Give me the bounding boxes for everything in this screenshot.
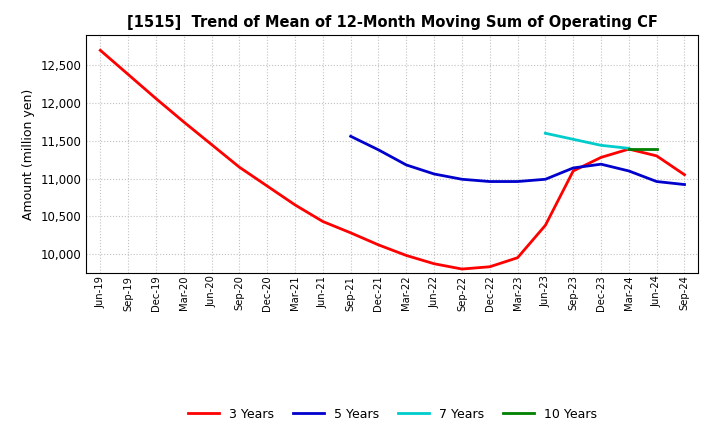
Line: 3 Years: 3 Years <box>100 50 685 269</box>
Line: 7 Years: 7 Years <box>546 133 629 148</box>
5 Years <box>346 134 355 139</box>
3 Years <box>597 155 606 160</box>
3 Years <box>124 72 132 77</box>
5 Years <box>430 171 438 176</box>
5 Years <box>458 176 467 182</box>
3 Years <box>569 169 577 174</box>
7 Years <box>541 131 550 136</box>
5 Years <box>374 147 383 153</box>
5 Years <box>485 179 494 184</box>
3 Years <box>485 264 494 269</box>
10 Years <box>652 147 661 152</box>
Legend: 3 Years, 5 Years, 7 Years, 10 Years: 3 Years, 5 Years, 7 Years, 10 Years <box>183 403 602 425</box>
3 Years <box>513 255 522 260</box>
7 Years <box>569 137 577 142</box>
3 Years <box>179 119 188 125</box>
3 Years <box>318 219 327 224</box>
5 Years <box>541 176 550 182</box>
5 Years <box>652 179 661 184</box>
Y-axis label: Amount (million yen): Amount (million yen) <box>22 88 35 220</box>
5 Years <box>624 169 633 174</box>
3 Years <box>96 48 104 53</box>
7 Years <box>597 143 606 148</box>
10 Years <box>624 147 633 152</box>
Line: 5 Years: 5 Years <box>351 136 685 184</box>
3 Years <box>291 202 300 208</box>
Title: [1515]  Trend of Mean of 12-Month Moving Sum of Operating CF: [1515] Trend of Mean of 12-Month Moving … <box>127 15 658 30</box>
3 Years <box>624 147 633 152</box>
7 Years <box>624 146 633 151</box>
3 Years <box>402 253 410 258</box>
3 Years <box>235 165 243 170</box>
3 Years <box>458 266 467 271</box>
3 Years <box>152 96 161 101</box>
3 Years <box>207 142 216 147</box>
5 Years <box>402 162 410 168</box>
3 Years <box>652 153 661 158</box>
3 Years <box>263 183 271 189</box>
5 Years <box>513 179 522 184</box>
5 Years <box>597 161 606 167</box>
5 Years <box>569 165 577 171</box>
5 Years <box>680 182 689 187</box>
3 Years <box>374 242 383 248</box>
3 Years <box>430 261 438 266</box>
3 Years <box>346 230 355 235</box>
3 Years <box>680 172 689 177</box>
3 Years <box>541 223 550 228</box>
